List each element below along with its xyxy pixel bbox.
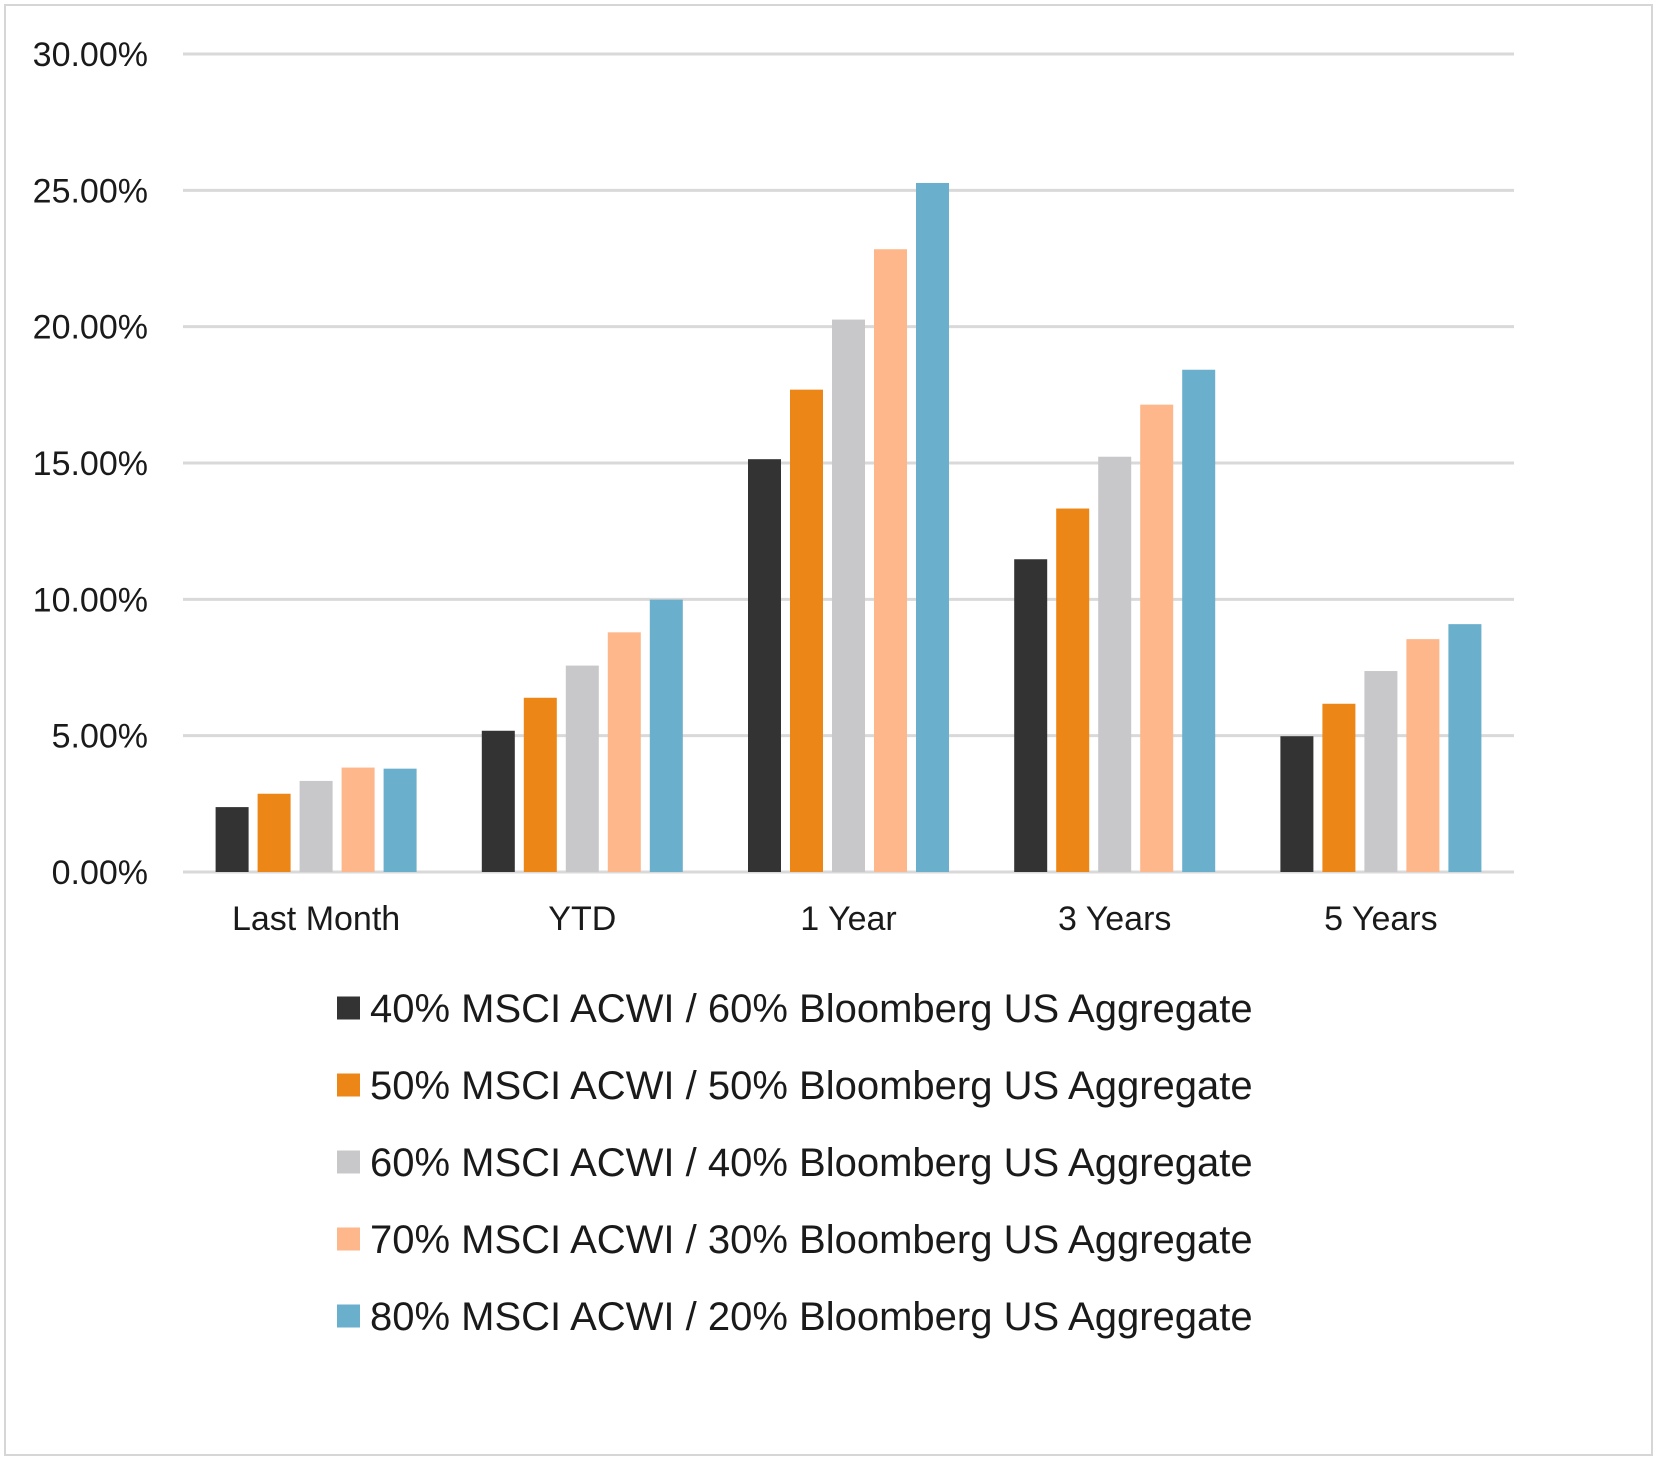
bar <box>649 599 683 872</box>
x-axis-tick-labels: Last Month YTD 1 Year 3 Years 5 Years <box>232 900 1438 938</box>
y-tick-label: 30.00% <box>33 36 148 74</box>
y-tick-label: 5.00% <box>52 718 148 756</box>
bar <box>1182 369 1216 872</box>
bar <box>523 697 557 872</box>
chart-frame: 0.00% 5.00% 10.00% 15.00% 20.00% 25.00% 30.00%… <box>4 4 1653 1456</box>
bar <box>257 793 291 872</box>
y-tick-label: 15.00% <box>33 445 148 483</box>
bar <box>1056 508 1090 872</box>
legend-swatch <box>337 996 360 1020</box>
bar <box>1448 624 1482 872</box>
y-tick-label: 10.00% <box>33 581 148 619</box>
bar <box>1014 559 1048 872</box>
legend: 40% MSCI ACWI / 60% Bloomberg US Aggrega… <box>337 987 1253 1339</box>
bar <box>790 389 823 872</box>
bar <box>299 780 333 872</box>
bar <box>1364 671 1398 872</box>
x-tick-label: 3 Years <box>1058 900 1171 938</box>
bar <box>1280 736 1314 872</box>
legend-swatch <box>337 1304 360 1328</box>
legend-label: 80% MSCI ACWI / 20% Bloomberg US Aggrega… <box>370 1295 1253 1339</box>
y-tick-label: 0.00% <box>52 854 148 892</box>
bar <box>215 807 249 872</box>
legend-swatch <box>337 1073 360 1097</box>
legend-label: 60% MSCI ACWI / 40% Bloomberg US Aggrega… <box>370 1141 1253 1185</box>
bar <box>748 459 781 872</box>
bar <box>607 632 641 872</box>
y-tick-label: 25.00% <box>33 172 148 210</box>
legend-swatch <box>337 1150 360 1174</box>
x-tick-label: Last Month <box>232 900 400 938</box>
bar <box>1322 703 1356 872</box>
y-tick-label: 20.00% <box>33 309 148 347</box>
bar <box>1140 404 1174 872</box>
legend-label: 50% MSCI ACWI / 50% Bloomberg US Aggrega… <box>370 1064 1253 1108</box>
bar <box>1406 639 1440 872</box>
legend-label: 70% MSCI ACWI / 30% Bloomberg US Aggrega… <box>370 1218 1253 1262</box>
legend-label: 40% MSCI ACWI / 60% Bloomberg US Aggrega… <box>370 987 1253 1031</box>
bar <box>383 768 417 872</box>
bar <box>565 665 599 872</box>
bar <box>481 730 515 872</box>
chart-svg: 0.00% 5.00% 10.00% 15.00% 20.00% 25.00% 30.00%… <box>33 36 1514 1339</box>
legend-swatch <box>337 1227 360 1251</box>
bar <box>874 249 907 872</box>
x-tick-label: 5 Years <box>1324 900 1437 938</box>
x-tick-label: 1 Year <box>800 900 896 938</box>
x-tick-label: YTD <box>548 900 616 938</box>
y-axis-tick-labels: 0.00% 5.00% 10.00% 15.00% 20.00% 25.00% 30.00% <box>33 36 148 892</box>
bar <box>832 319 865 872</box>
bar <box>916 182 949 873</box>
bars <box>215 182 1482 873</box>
bar <box>341 767 375 872</box>
bar <box>1098 456 1132 872</box>
